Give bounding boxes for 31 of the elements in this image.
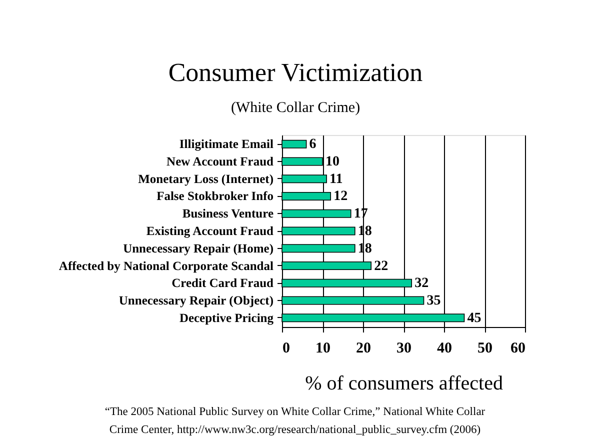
- data-label: 45: [467, 310, 482, 326]
- x-axis-title: % of consumers affected: [305, 372, 503, 394]
- x-tick-label: 60: [510, 340, 526, 356]
- data-label: 11: [330, 172, 343, 187]
- data-label: 22: [374, 258, 388, 274]
- x-tick-label: 20: [356, 340, 371, 356]
- data-label: 12: [334, 189, 348, 204]
- x-tick-label: 10: [316, 340, 330, 356]
- x-tick-label: 40: [437, 340, 452, 356]
- chart-subtitle: (White Collar Crime): [230, 100, 360, 116]
- data-label: 10: [326, 154, 340, 170]
- data-label: 32: [414, 276, 429, 292]
- y-tick-label: Credit Card Fraud: [172, 276, 274, 290]
- text: Crime Center, http://www.nw3c.org/research/national_public_survey.cfm (2006): [109, 424, 481, 436]
- y-tick-label: Deceptive Pricing: [179, 310, 274, 325]
- y-tick-label: Affected by National Corporate Scandal: [58, 258, 274, 273]
- x-tick-label: 50: [478, 340, 492, 356]
- x-tick-label: 30: [396, 340, 412, 356]
- y-tick-label: False Stokbroker Info: [156, 189, 274, 204]
- y-tick-label: Unnecessary Repair (Object): [118, 294, 274, 308]
- y-tick-label: Illigitimate Email: [179, 137, 274, 152]
- x-tick-label: 0: [282, 340, 290, 356]
- data-label: 6: [309, 137, 316, 152]
- y-tick-label: Monetary Loss (Internet): [138, 172, 274, 186]
- y-tick-label: Unnecessary Repair (Home): [123, 241, 274, 256]
- y-tick-label: New Account Fraud: [166, 154, 274, 168]
- y-tick-label: Existing Account Fraud: [146, 224, 274, 238]
- data-label: 35: [426, 294, 441, 308]
- text: “The 2005 National Public Survey on White Collar Crime,” National White Collar: [104, 406, 486, 418]
- y-tick-label: Business Venture: [182, 206, 274, 221]
- chart-title: Consumer Victimization: [168, 58, 423, 87]
